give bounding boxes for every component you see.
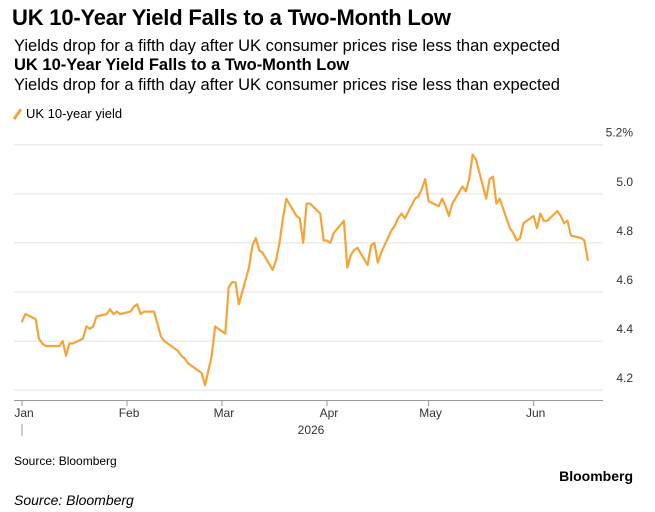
y-tick-label: 4.4 bbox=[616, 322, 633, 336]
legend-label: UK 10-year yield bbox=[26, 106, 123, 121]
series-group bbox=[20, 153, 589, 387]
chart-subtitle-repeat: Yields drop for a fifth day after UK con… bbox=[14, 76, 560, 94]
chart-title: UK 10-Year Yield Falls to a Two-Month Lo… bbox=[12, 5, 451, 30]
x-tick-label: Feb bbox=[119, 406, 140, 420]
series-line-uk-10-year-yield bbox=[20, 153, 589, 387]
x-tick-label: Jun bbox=[526, 406, 545, 420]
chart-subtitle: Yields drop for a fifth day after UK con… bbox=[14, 37, 560, 55]
x-tick-label: Apr bbox=[320, 406, 339, 420]
x-tick-label: Mar bbox=[214, 406, 235, 420]
source-caption: Source: Bloomberg bbox=[14, 492, 134, 508]
y-tick-label: 5.2% bbox=[606, 126, 634, 140]
x-axis: Jan Feb Mar Apr May Jun 2026 bbox=[14, 400, 603, 437]
y-tick-label: 4.2 bbox=[616, 371, 633, 385]
y-tick-label: 5.0 bbox=[616, 175, 633, 189]
legend: UK 10-year yield bbox=[14, 106, 122, 121]
bloomberg-logo: Bloomberg bbox=[559, 468, 633, 484]
y-axis: 5.2% 5.0 4.8 4.6 4.4 4.2 bbox=[606, 126, 634, 385]
gridlines bbox=[14, 144, 603, 391]
x-tick-label: Jan bbox=[14, 406, 33, 420]
chart-title-repeat: UK 10-Year Yield Falls to a Two-Month Lo… bbox=[14, 56, 350, 74]
x-tick-label: May bbox=[419, 406, 442, 420]
source-note: Source: Bloomberg bbox=[14, 454, 117, 468]
y-tick-label: 4.6 bbox=[616, 273, 633, 287]
x-year-label: 2026 bbox=[298, 423, 325, 437]
y-tick-label: 4.8 bbox=[616, 224, 633, 238]
